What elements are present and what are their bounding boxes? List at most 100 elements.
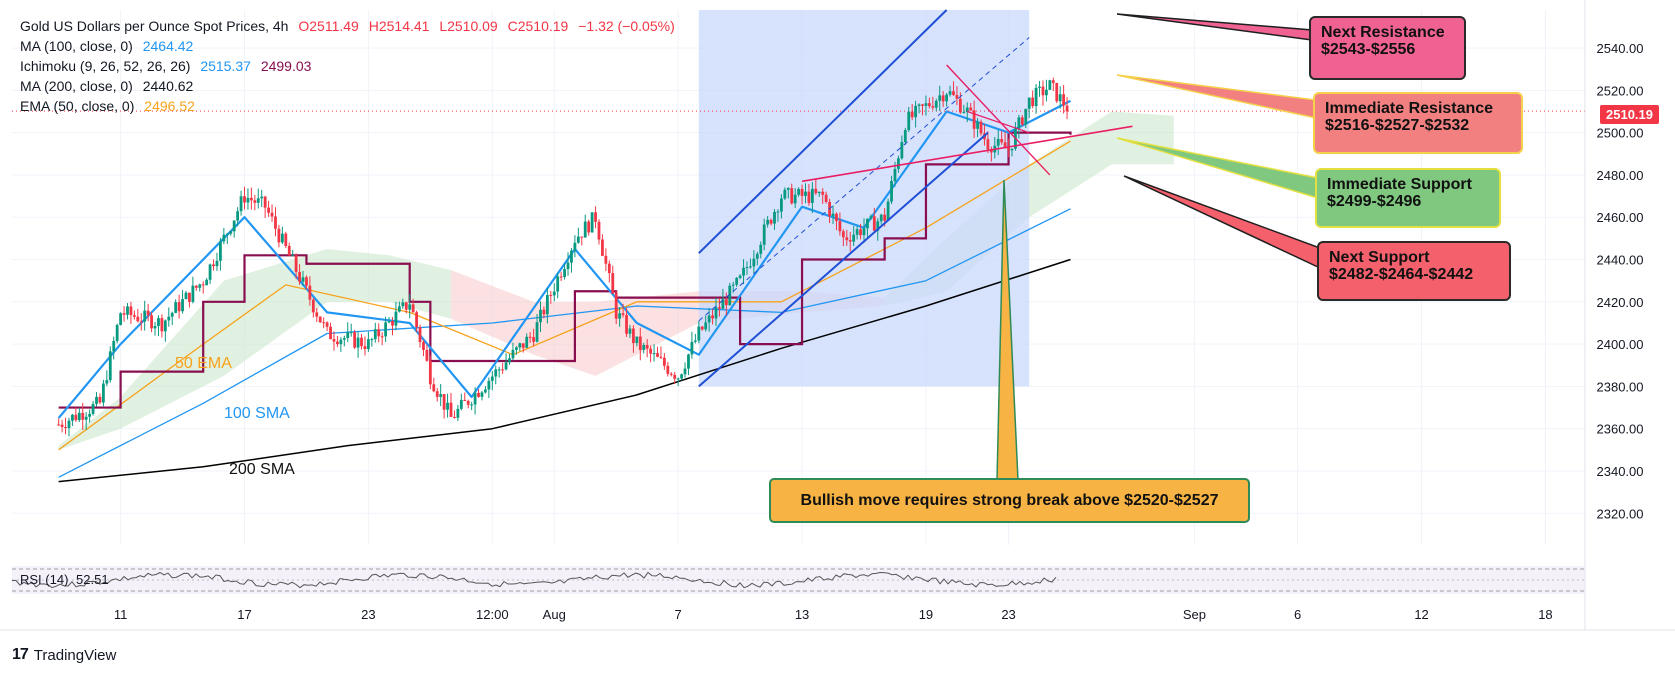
- candle-body: [463, 399, 467, 401]
- candle-body: [139, 321, 143, 323]
- candle-body: [855, 229, 859, 235]
- candle-body: [769, 219, 773, 224]
- next-resistance-title: Next Resistance: [1321, 24, 1445, 41]
- ma200-value: 2440.62: [142, 78, 194, 94]
- candle-body: [95, 396, 98, 404]
- candle-body: [845, 237, 849, 241]
- candle-body: [621, 313, 625, 316]
- candle-body: [428, 360, 432, 385]
- candle-body: [263, 196, 267, 208]
- candle-body: [349, 332, 353, 334]
- candle-body: [1003, 142, 1007, 149]
- y-tick-label: 2540.00: [1597, 41, 1644, 56]
- candle-body: [821, 191, 825, 195]
- candle-body: [208, 264, 212, 280]
- candle-body: [793, 194, 797, 204]
- next-support-title: Next Support: [1329, 249, 1430, 266]
- y-tick-label: 2360.00: [1597, 422, 1644, 437]
- candle-body: [384, 322, 388, 337]
- candle-body: [528, 336, 532, 338]
- candle-body: [229, 231, 233, 234]
- candle-body: [243, 196, 246, 203]
- rsi-value: 52.51: [76, 572, 109, 587]
- candle-body: [108, 351, 112, 381]
- candle-body: [886, 201, 890, 221]
- candle-body: [580, 236, 584, 238]
- candle-body: [184, 292, 188, 300]
- candle-body: [614, 293, 618, 319]
- candle-body: [215, 260, 219, 267]
- candle-body: [838, 221, 842, 232]
- candle-body: [721, 299, 725, 309]
- candle-body: [669, 373, 673, 375]
- candle-body: [101, 383, 105, 403]
- tradingview-brand[interactable]: 17 TradingView: [12, 646, 116, 664]
- candle-body: [852, 234, 856, 242]
- close-value: C2510.19: [507, 18, 569, 34]
- candle-body: [604, 255, 608, 264]
- candle-body: [329, 326, 332, 340]
- candle-body: [704, 322, 708, 330]
- candle-body: [194, 285, 198, 288]
- y-tick-label: 2380.00: [1597, 379, 1644, 394]
- price-channel: [698, 9, 1133, 388]
- legend-title-row: Gold US Dollars per Ounce Spot Prices, 4…: [20, 16, 675, 36]
- candle-body: [1055, 82, 1059, 102]
- candle-body: [662, 357, 666, 366]
- next-resistance-callout: Next Resistance $2543-$2556: [1309, 16, 1466, 80]
- candle-body: [177, 302, 181, 312]
- candle-body: [284, 233, 288, 246]
- candle-body: [60, 424, 64, 428]
- legend-ichimoku[interactable]: Ichimoku (9, 26, 52, 26, 26) 2515.37 249…: [20, 56, 675, 76]
- candle-body: [370, 339, 374, 341]
- candle-body: [876, 221, 880, 231]
- candle-body: [590, 212, 594, 233]
- candle-body: [969, 107, 973, 111]
- candle-body: [425, 349, 429, 361]
- candle-body: [542, 309, 546, 315]
- symbol-title[interactable]: Gold US Dollars per Ounce Spot Prices, 4…: [20, 18, 289, 34]
- candle-body: [597, 221, 601, 240]
- candle-body: [638, 336, 642, 350]
- candle-body: [976, 121, 979, 129]
- candle-body: [879, 214, 883, 222]
- candle-body: [910, 111, 914, 118]
- candle-body: [749, 266, 752, 268]
- candle-body: [201, 284, 205, 286]
- candle-body: [105, 380, 109, 384]
- candle-body: [738, 275, 742, 278]
- candle-body: [353, 332, 357, 348]
- candle-body: [270, 212, 274, 217]
- time-axis[interactable]: 11 17 23 12:00 Aug 7 13 19 23 Sep 6 12 18: [114, 607, 1553, 622]
- legend-ma200[interactable]: MA (200, close, 0) 2440.62: [20, 76, 675, 96]
- support-trendline: [801, 125, 1133, 183]
- legend-ema50[interactable]: EMA (50, close, 0) 2496.52: [20, 96, 675, 116]
- candle-body: [336, 341, 339, 345]
- y-tick-label: 2340.00: [1597, 464, 1644, 479]
- candle-body: [549, 294, 553, 296]
- candle-body: [972, 110, 976, 129]
- candle-body: [404, 302, 408, 310]
- candle-body: [989, 149, 993, 153]
- x-tick-label: 11: [114, 607, 128, 622]
- y-tick-label: 2320.00: [1597, 506, 1644, 521]
- candle-body: [1038, 86, 1041, 88]
- candle-body: [931, 106, 935, 108]
- candle-body: [649, 348, 653, 354]
- y-tick-label: 2520.00: [1597, 83, 1644, 98]
- candle-body: [955, 94, 959, 99]
- legend-ma100[interactable]: MA (100, close, 0) 2464.42: [20, 36, 675, 56]
- candle-body: [301, 277, 305, 282]
- candle-body: [501, 369, 505, 371]
- candle-body: [921, 104, 924, 106]
- candle-body: [432, 384, 436, 392]
- candle-body: [466, 400, 470, 405]
- candle-body: [225, 233, 229, 235]
- candle-body: [628, 328, 632, 334]
- price-axis[interactable]: 2320.00 2340.00 2360.00 2380.00 2400.00 2420.…: [0, 0, 1675, 631]
- candle-body: [339, 339, 343, 345]
- immediate-support-title: Immediate Support: [1327, 176, 1472, 193]
- candle-body: [958, 98, 962, 113]
- candle-body: [521, 343, 525, 348]
